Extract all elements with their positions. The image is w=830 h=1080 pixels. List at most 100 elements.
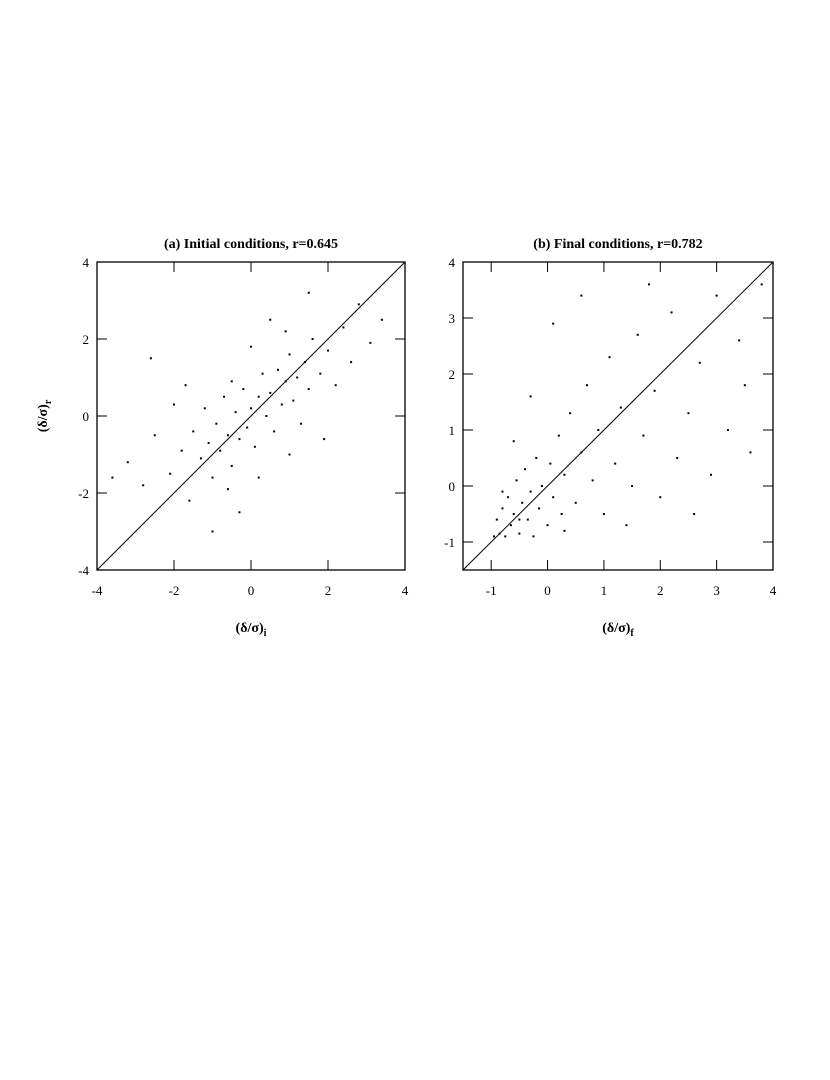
point (726, 429, 729, 431)
point (608, 356, 611, 359)
x-axis-label-subscript: f (630, 628, 634, 639)
y-tick-label: 0 (449, 479, 456, 494)
point (288, 353, 291, 356)
point (153, 434, 156, 437)
point (257, 395, 260, 398)
point (687, 412, 690, 415)
point (226, 488, 229, 491)
point (538, 507, 541, 510)
x-axis-label: (δ/σ)i (236, 621, 267, 639)
point (238, 438, 241, 441)
point (552, 496, 555, 499)
point (619, 406, 622, 409)
point (173, 403, 175, 406)
y-tick-label: -1 (444, 535, 455, 550)
point (199, 457, 202, 460)
point (552, 322, 555, 325)
point (246, 426, 249, 429)
point (184, 384, 187, 387)
y-tick-label: -2 (78, 486, 89, 501)
point (521, 501, 524, 504)
point (698, 361, 701, 364)
point (188, 499, 191, 502)
x-tick-label: 4 (402, 583, 409, 598)
point (631, 485, 634, 487)
point (625, 524, 628, 527)
point (223, 395, 226, 398)
x-axis-label-text: (δ/σ) (602, 621, 630, 636)
point (169, 472, 172, 475)
point (207, 441, 210, 444)
point (300, 422, 303, 425)
point (738, 339, 741, 342)
point (715, 294, 718, 297)
point (560, 513, 563, 515)
point (563, 529, 566, 532)
point (126, 461, 129, 464)
y-tick-label: 2 (449, 367, 456, 382)
point (276, 368, 279, 371)
point (574, 501, 577, 504)
point (226, 434, 229, 437)
point (242, 388, 245, 391)
point (250, 345, 252, 348)
point (253, 445, 256, 448)
point (261, 372, 264, 375)
panel-title: (a) Initial conditions, r=0.645 (164, 237, 338, 252)
point (614, 462, 617, 465)
point (524, 468, 526, 471)
point (323, 438, 326, 441)
y-tick-label: 4 (449, 255, 456, 270)
x-tick-label: -2 (169, 583, 180, 598)
y-axis-label-subscript: r (43, 399, 54, 404)
point (230, 465, 233, 468)
points (463, 262, 773, 570)
point (659, 496, 662, 499)
point (111, 476, 114, 479)
y-tick-label: 3 (449, 311, 456, 326)
point (292, 399, 295, 402)
point (586, 384, 588, 387)
x-tick-label: 0 (544, 583, 551, 598)
point (518, 532, 521, 535)
point (380, 318, 383, 321)
point (493, 535, 495, 538)
point (749, 451, 752, 454)
point (760, 283, 763, 286)
point (532, 535, 535, 538)
point (311, 338, 314, 340)
x-axis-label-subscript: i (264, 628, 267, 639)
point (501, 490, 504, 493)
point (269, 391, 272, 394)
point (307, 291, 310, 294)
point (591, 479, 594, 482)
y-tick-label: 2 (83, 332, 90, 347)
y-tick-label: 1 (449, 423, 456, 438)
point (518, 518, 521, 521)
point (540, 485, 543, 487)
point (219, 449, 222, 452)
point (288, 453, 291, 456)
point (557, 434, 560, 437)
point (142, 484, 145, 487)
point (149, 357, 152, 360)
x-tick-label: -4 (92, 583, 103, 598)
point (743, 384, 746, 387)
x-tick-label: -1 (486, 583, 497, 598)
point (284, 330, 287, 333)
point (526, 518, 529, 521)
x-tick-label: 0 (248, 583, 255, 598)
point (529, 395, 532, 398)
panel-title: (b) Final conditions, r=0.782 (533, 237, 702, 252)
point (319, 372, 322, 375)
x-axis-label-text: (δ/σ) (236, 621, 264, 636)
y-tick-label: 0 (83, 409, 90, 424)
point (693, 513, 696, 515)
point (563, 473, 566, 476)
x-tick-label: 1 (601, 583, 608, 598)
point (342, 326, 345, 329)
point (211, 476, 214, 479)
point (238, 511, 241, 514)
point (670, 311, 673, 314)
